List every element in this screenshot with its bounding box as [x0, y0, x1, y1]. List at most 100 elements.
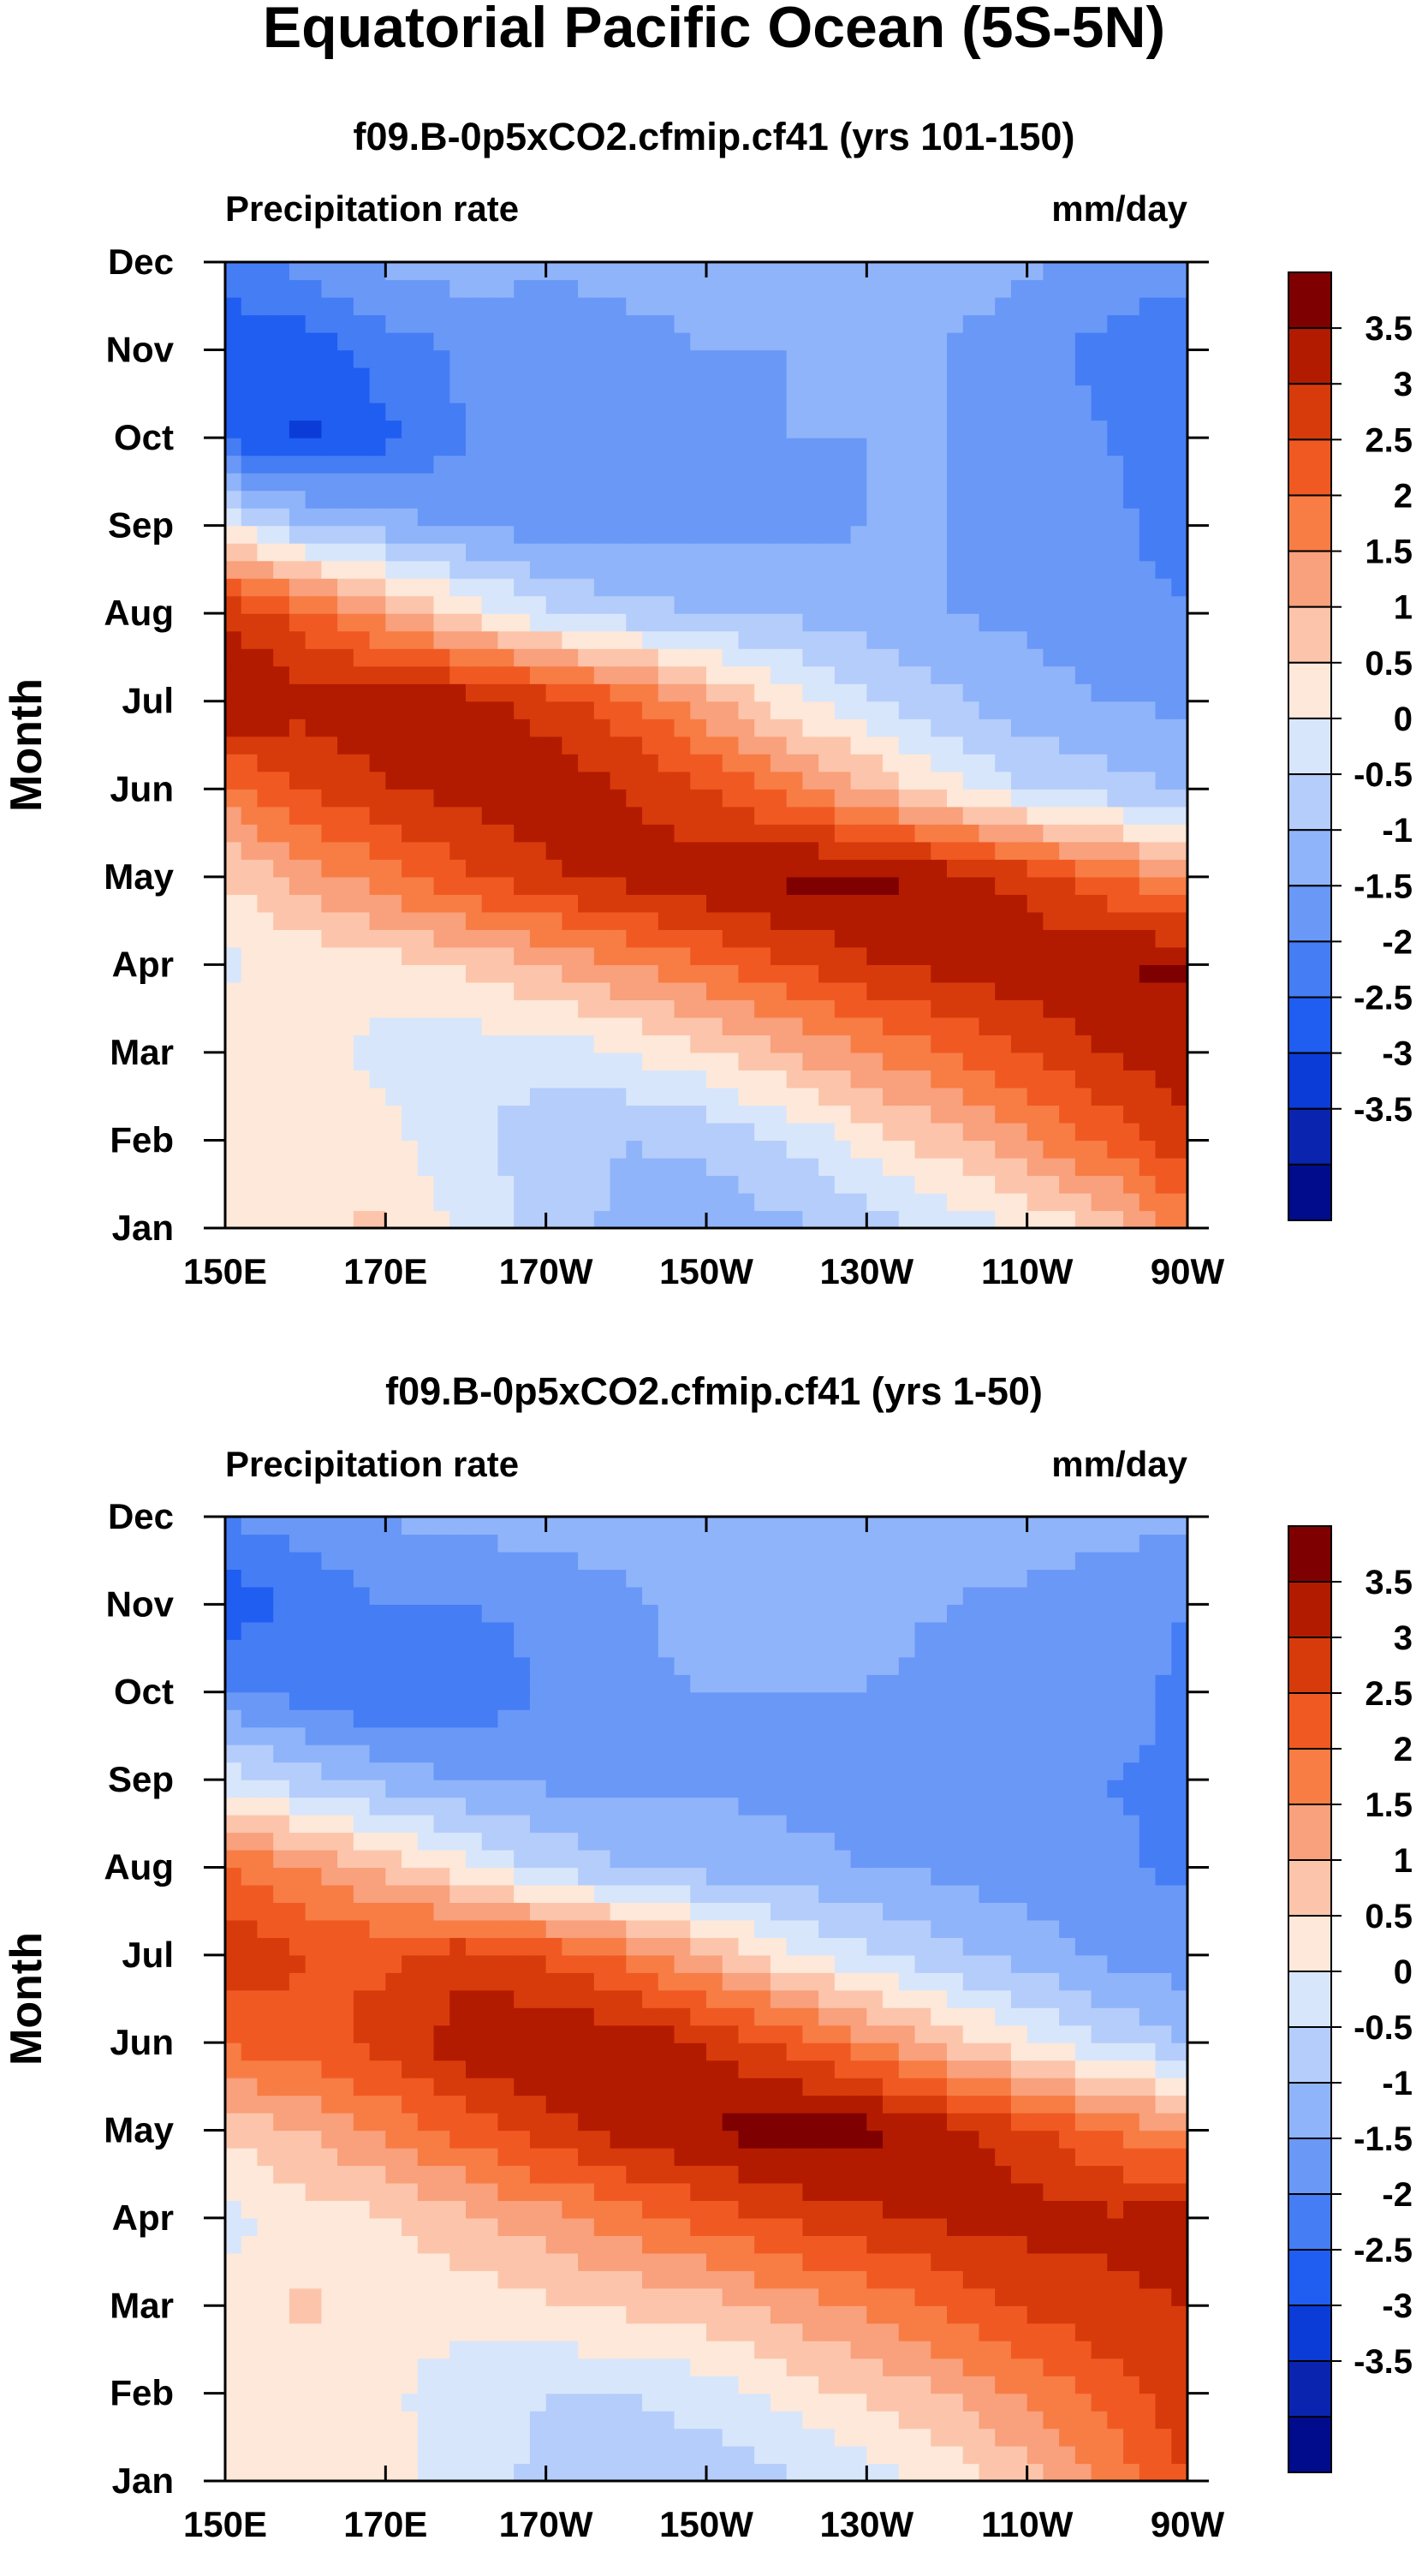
- field-cell: [1139, 262, 1157, 281]
- field-cell: [497, 859, 515, 878]
- field-cell: [610, 2095, 627, 2114]
- field-cell: [866, 1087, 884, 1106]
- field-cell: [1139, 824, 1157, 843]
- field-cell: [690, 595, 707, 614]
- field-cell: [402, 1210, 419, 1228]
- field-cell: [1139, 2078, 1157, 2096]
- field-cell: [914, 279, 931, 298]
- field-cell: [834, 2182, 852, 2202]
- field-cell: [1074, 543, 1092, 562]
- field-cell: [995, 2060, 1012, 2078]
- field-cell: [834, 595, 852, 614]
- field-cell: [241, 262, 259, 281]
- field-cell: [481, 508, 499, 527]
- field-cell: [1010, 508, 1028, 527]
- field-cell: [321, 999, 338, 1018]
- field-cell: [1010, 2113, 1028, 2132]
- field-cell: [914, 630, 931, 649]
- field-cell: [1026, 2200, 1044, 2219]
- field-cell: [545, 490, 562, 509]
- field-cell: [657, 578, 675, 597]
- field-cell: [385, 2095, 402, 2114]
- field-cell: [225, 508, 242, 527]
- field-cell: [1171, 279, 1187, 298]
- field-cell: [738, 2411, 755, 2430]
- field-cell: [1123, 1035, 1140, 1053]
- field-cell: [1043, 297, 1060, 316]
- field-cell: [754, 2463, 771, 2481]
- field-cell: [497, 2042, 515, 2061]
- field-cell: [433, 2165, 450, 2184]
- field-cell: [1139, 2113, 1157, 2132]
- field-cell: [786, 789, 803, 808]
- field-cell: [754, 508, 771, 527]
- field-cell: [273, 2130, 290, 2149]
- field-cell: [402, 2411, 419, 2430]
- field-cell: [914, 2252, 931, 2271]
- field-cell: [562, 2235, 579, 2254]
- field-cell: [241, 279, 259, 298]
- field-cell: [722, 789, 740, 808]
- field-cell: [610, 2270, 627, 2289]
- field-cell: [1155, 701, 1172, 719]
- field-cell: [1107, 736, 1124, 754]
- field-cell: [241, 841, 259, 860]
- field-cell: [674, 806, 691, 825]
- field-cell: [1155, 262, 1172, 281]
- field-cell: [433, 455, 450, 474]
- field-cell: [754, 841, 771, 860]
- field-cell: [931, 648, 948, 667]
- field-cell: [273, 2323, 290, 2341]
- field-cell: [706, 2376, 723, 2394]
- field-cell: [802, 2446, 819, 2465]
- field-cell: [850, 2446, 867, 2465]
- field-cell: [433, 2411, 450, 2430]
- field-cell: [1091, 279, 1108, 298]
- field-cell: [545, 279, 562, 298]
- field-cell: [1171, 1052, 1187, 1071]
- field-cell: [1139, 1070, 1157, 1088]
- field-cell: [706, 2113, 723, 2132]
- field-cell: [305, 578, 322, 597]
- field-cell: [850, 1105, 867, 1124]
- field-cell: [818, 630, 836, 649]
- field-cell: [449, 332, 467, 351]
- field-cell: [433, 1052, 450, 1071]
- field-cell: [914, 2358, 931, 2376]
- field-cell: [642, 2165, 659, 2184]
- field-cell: [626, 2095, 643, 2114]
- field-cell: [1171, 665, 1187, 684]
- field-cell: [866, 683, 884, 702]
- field-cell: [850, 2024, 867, 2043]
- field-cell: [947, 2095, 964, 2114]
- field-cell: [770, 1087, 788, 1106]
- field-cell: [578, 911, 595, 930]
- field-cell: [578, 630, 595, 649]
- field-cell: [289, 2358, 306, 2376]
- field-cell: [1139, 946, 1157, 965]
- field-cell: [754, 1210, 771, 1228]
- field-cell: [690, 525, 707, 544]
- field-cell: [369, 2270, 386, 2289]
- field-cell: [738, 2340, 755, 2359]
- field-cell: [273, 2024, 290, 2043]
- field-cell: [593, 2078, 611, 2096]
- field-cell: [449, 2323, 467, 2341]
- field-cell: [610, 1157, 627, 1177]
- field-cell: [706, 841, 723, 860]
- field-cell: [385, 789, 402, 808]
- field-cell: [818, 2287, 836, 2306]
- field-cell: [626, 911, 643, 930]
- field-cell: [481, 2095, 499, 2114]
- field-cell: [466, 2200, 483, 2219]
- field-cell: [850, 683, 867, 702]
- field-cell: [1091, 1017, 1108, 1035]
- field-cell: [1074, 683, 1092, 702]
- field-cell: [402, 736, 419, 754]
- field-cell: [321, 385, 338, 403]
- field-cell: [369, 473, 386, 492]
- field-cell: [657, 2287, 675, 2306]
- field-cell: [706, 385, 723, 403]
- field-cell: [593, 911, 611, 930]
- field-cell: [593, 297, 611, 316]
